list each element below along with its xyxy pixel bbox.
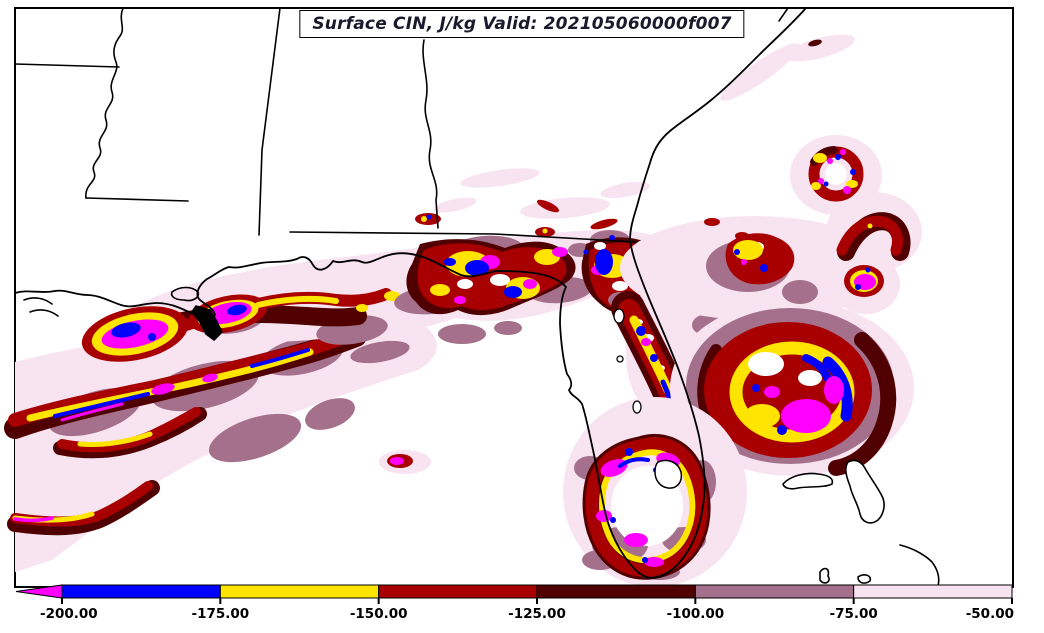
colorbar-tick-label: -100.00 [666, 606, 724, 622]
contour-cluster-northeast [704, 135, 922, 314]
plot-title: Surface CIN, J/kg Valid: 202105060000f00… [299, 10, 745, 38]
colorbar-tick-label: -125.00 [508, 606, 566, 622]
colorbar-segment--125-to--100 [536, 584, 696, 599]
alabama-georgia-border [422, 39, 439, 229]
island-small-cay [857, 574, 872, 584]
mississippi-river-border [85, 7, 124, 199]
colorbar-segment--75-to--50 [853, 584, 1013, 599]
mississippi-delta [191, 305, 223, 341]
island-grand-bahama [782, 472, 834, 490]
colorbar: -200.00 -175.00 -150.00 -125.00 -100.00 -75.0… [15, 584, 1014, 622]
island-bimini [819, 567, 830, 584]
mississippi-south-border [85, 197, 189, 202]
lake-pontchartrain [170, 286, 200, 302]
arkansas-louisiana-border [14, 63, 120, 68]
lake-george [613, 308, 625, 324]
colorbar-tick-label: -75.00 [830, 606, 878, 622]
florida-north-border [289, 231, 637, 243]
island-eleuthera [899, 544, 940, 587]
louisiana-barrier-islands [23, 297, 59, 317]
contour-spot-small [379, 450, 431, 474]
mississippi-alabama-border [258, 7, 281, 236]
geography [14, 7, 940, 587]
colorbar-tick-label: -175.00 [191, 606, 249, 622]
colorbar-tick-label: -150.00 [350, 606, 408, 622]
coastline [14, 7, 807, 579]
carolina-border-2 [778, 7, 789, 22]
colorbar-segment--100-to--75 [694, 584, 855, 599]
contour-ring-south-florida [563, 397, 747, 587]
colorbar-segment--150-to--125 [378, 584, 538, 599]
island-abaco [845, 459, 885, 524]
colorbar-tick-label: -200.00 [40, 606, 98, 622]
small-lake-1 [616, 355, 624, 363]
colorbar-tick-label: -50.00 [966, 606, 1014, 622]
contour-band-southwest [4, 295, 437, 572]
contour-streaks-south-georgia [415, 34, 855, 237]
lake-okeechobee [654, 459, 683, 489]
colorbar-segment--200-to--175 [61, 584, 221, 599]
colorbar-segment--175-to--150 [219, 584, 380, 599]
small-lake-2 [632, 400, 642, 414]
